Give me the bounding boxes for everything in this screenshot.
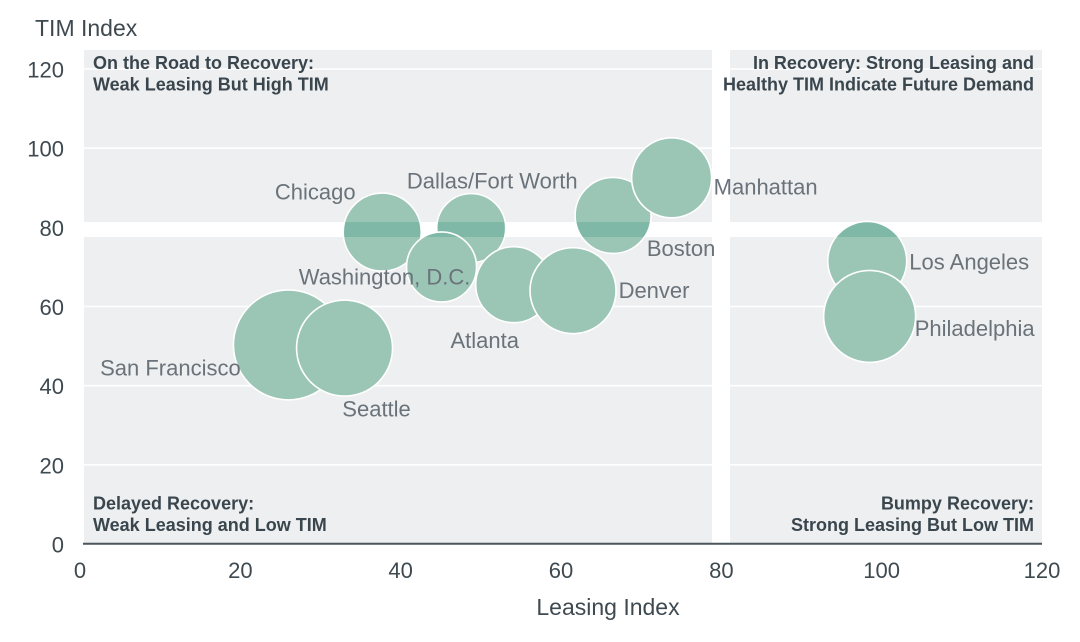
y-tick-100: 100 bbox=[27, 137, 64, 162]
x-axis-title: Leasing Index bbox=[536, 594, 680, 620]
city-labels: San Francisco Seattle Chicago Dallas/Fort W… bbox=[100, 169, 1035, 422]
x-tick-60: 60 bbox=[549, 558, 573, 583]
bubble-denver bbox=[529, 246, 617, 335]
y-axis-title: TIM Index bbox=[35, 15, 138, 41]
label-atlanta: Atlanta bbox=[450, 328, 519, 353]
label-denver: Denver bbox=[619, 278, 690, 303]
y-tick-40: 40 bbox=[40, 374, 64, 399]
x-tick-100: 100 bbox=[863, 558, 900, 583]
bubble-philadelphia bbox=[822, 269, 917, 364]
bubble-manhattan bbox=[630, 137, 713, 219]
quadrant-label-top-right-line2: Healthy TIM Indicate Future Demand bbox=[723, 75, 1034, 95]
quadrant-panel-top-right bbox=[730, 50, 1042, 222]
x-tick-0: 0 bbox=[74, 558, 86, 583]
label-philadelphia: Philadelphia bbox=[915, 316, 1036, 341]
quadrant-label-bottom-right-line2: Strong Leasing But Low TIM bbox=[791, 515, 1034, 535]
label-san-francisco: San Francisco bbox=[100, 355, 241, 380]
quadrant-label-bottom-left-line2: Weak Leasing and Low TIM bbox=[93, 515, 327, 535]
quadrant-label-bottom-left-line1: Delayed Recovery: bbox=[93, 494, 254, 514]
static-labels: TIM Index Leasing Index On the Road to R… bbox=[35, 15, 1034, 620]
quadrant-label-top-left-line1: On the Road to Recovery: bbox=[93, 53, 314, 73]
label-seattle: Seattle bbox=[342, 397, 411, 422]
label-los-angeles: Los Angeles bbox=[909, 249, 1029, 274]
y-tick-60: 60 bbox=[40, 295, 64, 320]
label-chicago: Chicago bbox=[275, 180, 356, 205]
x-tick-20: 20 bbox=[228, 558, 252, 583]
x-tick-40: 40 bbox=[388, 558, 412, 583]
quadrant-label-bottom-right-line1: Bumpy Recovery: bbox=[881, 494, 1034, 514]
y-tick-80: 80 bbox=[40, 216, 64, 241]
quadrant-label-top-left-line2: Weak Leasing But High TIM bbox=[93, 75, 329, 95]
x-tick-80: 80 bbox=[709, 558, 733, 583]
label-manhattan: Manhattan bbox=[714, 174, 818, 199]
y-tick-120: 120 bbox=[27, 58, 64, 83]
label-washington-d-c: Washington, D.C. bbox=[299, 264, 471, 289]
y-tick-20: 20 bbox=[40, 453, 64, 478]
quadrant-label-top-right-line1: In Recovery: Strong Leasing and bbox=[753, 53, 1034, 73]
x-tick-120: 120 bbox=[1024, 558, 1061, 583]
bubble-seattle bbox=[295, 299, 394, 397]
bubbles bbox=[232, 137, 917, 401]
tick-labels: 0 20 40 60 80 100 120 0 20 40 60 80 100 120 bbox=[27, 58, 1060, 584]
label-boston: Boston bbox=[647, 236, 716, 261]
y-tick-0: 0 bbox=[52, 533, 64, 558]
label-dallas-fort-worth: Dallas/Fort Worth bbox=[407, 169, 578, 194]
